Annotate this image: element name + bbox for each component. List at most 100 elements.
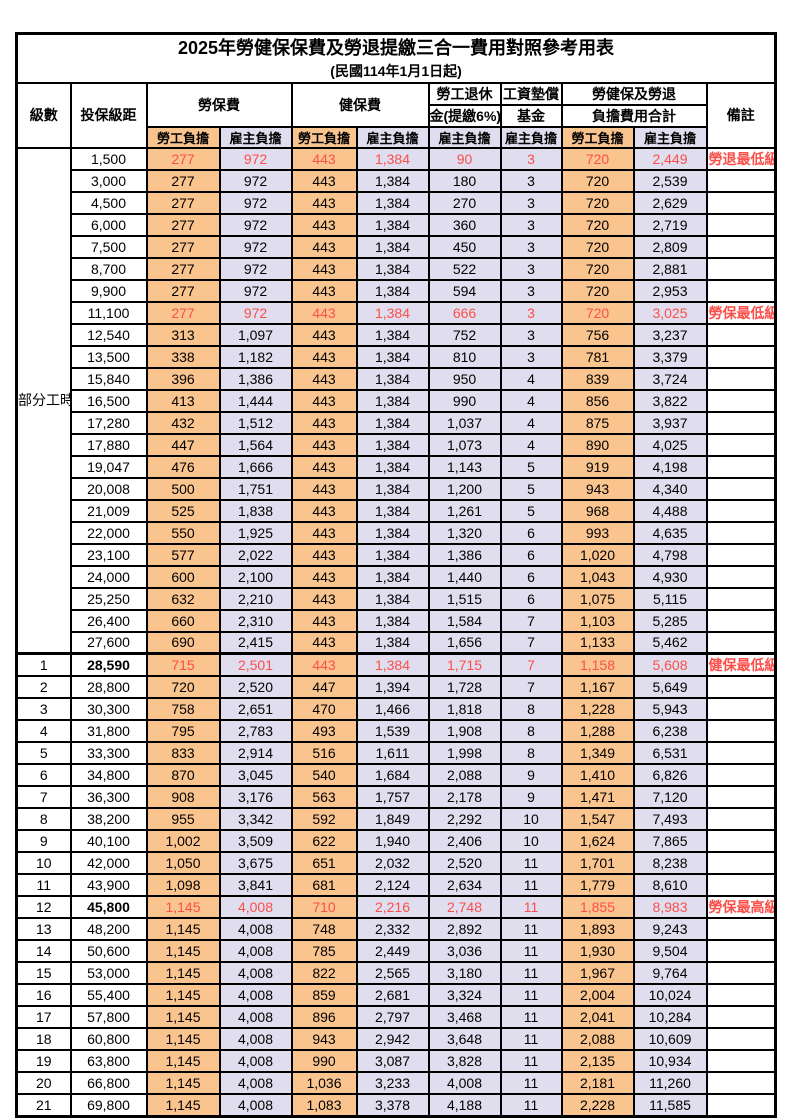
value-cell: 277	[145, 190, 221, 215]
remark-cell	[705, 608, 777, 633]
remark-cell	[705, 410, 777, 435]
value-cell: 8,238	[632, 851, 708, 875]
value-cell: 277	[145, 168, 221, 193]
remark-cell	[705, 1071, 777, 1095]
value-cell: 4,008	[218, 1071, 293, 1095]
value-cell: 8,610	[632, 873, 708, 897]
value-cell: 972	[218, 256, 293, 281]
value-cell: 972	[218, 146, 293, 171]
fee-comparison-table: 2025年勞健保保費及勞退提繳三合一費用對照參考用表 (民國114年1月1日起)…	[15, 32, 778, 1118]
value-cell: 1,261	[427, 498, 502, 523]
value-cell: 660	[145, 608, 221, 633]
level-cell: 11	[15, 873, 72, 897]
value-cell: 2,501	[218, 652, 293, 677]
value-cell: 9	[499, 785, 563, 809]
table-row: 23,100 577 2,022 443 1,384 1,386 6 1,020 4,798	[17, 542, 777, 567]
value-cell: 476	[145, 454, 221, 479]
remark-cell	[705, 675, 777, 699]
bracket-cell: 38,200	[69, 807, 148, 831]
value-cell: 180	[427, 168, 502, 193]
remark-cell	[705, 256, 777, 281]
value-cell: 2,719	[632, 212, 708, 237]
value-cell: 990	[427, 388, 502, 413]
value-cell: 1,893	[560, 917, 635, 941]
bracket-cell: 57,800	[69, 1005, 148, 1029]
remark-cell	[705, 763, 777, 787]
header-total-line2: 負擔費用合計	[560, 103, 708, 128]
value-cell: 1,384	[355, 146, 430, 171]
level-cell: 7	[15, 785, 72, 809]
value-cell: 781	[560, 344, 635, 369]
value-cell: 1,384	[355, 586, 430, 611]
bracket-cell: 63,800	[69, 1049, 148, 1073]
value-cell: 4,340	[632, 476, 708, 501]
value-cell: 1,145	[145, 917, 221, 941]
value-cell: 443	[290, 388, 358, 413]
value-cell: 3	[499, 190, 563, 215]
table-row: 3 30,300 758 2,651 470 1,466 1,818 8 1,228 5,943	[15, 697, 777, 721]
value-cell: 1,584	[427, 608, 502, 633]
remark-cell	[705, 168, 777, 193]
table-row: 22,000 550 1,925 443 1,384 1,320 6 993 4,635	[17, 520, 777, 545]
value-cell: 1,539	[355, 719, 430, 743]
value-cell: 4,008	[218, 1027, 293, 1051]
level-cell: 19	[15, 1049, 72, 1073]
value-cell: 7,493	[632, 807, 708, 831]
value-cell: 1,684	[355, 763, 430, 787]
level-cell: 13	[15, 917, 72, 941]
value-cell: 1,075	[560, 586, 635, 611]
table-row: 2 28,800 720 2,520 447 1,394 1,728 7 1,167 5,649	[15, 675, 777, 699]
value-cell: 443	[290, 608, 358, 633]
value-cell: 2,406	[427, 829, 502, 853]
value-cell: 5	[499, 454, 563, 479]
value-cell: 2,539	[632, 168, 708, 193]
value-cell: 3,509	[218, 829, 293, 853]
value-cell: 1,145	[145, 1005, 221, 1029]
value-cell: 1,624	[560, 829, 635, 853]
level-cell: 10	[15, 851, 72, 875]
value-cell: 4,008	[218, 1005, 293, 1029]
header-row-3: 勞工負擔 雇主負擔 勞工負擔 雇主負擔 雇主負擔 雇主負擔 勞工負擔 雇主負擔	[17, 125, 776, 149]
value-cell: 2,953	[632, 278, 708, 303]
value-cell: 277	[145, 300, 221, 325]
value-cell: 1,384	[355, 300, 430, 325]
value-cell: 4,008	[218, 939, 293, 963]
value-cell: 2,881	[632, 256, 708, 281]
value-cell: 3	[499, 322, 563, 347]
value-cell: 3,237	[632, 322, 708, 347]
remark-cell	[705, 476, 777, 501]
bracket-cell: 45,800	[69, 895, 148, 919]
value-cell: 972	[218, 190, 293, 215]
remark-cell	[705, 873, 777, 897]
value-cell: 1,384	[355, 630, 430, 655]
value-cell: 1,818	[427, 697, 502, 721]
value-cell: 563	[290, 785, 358, 809]
header-hi-employee: 勞工負擔	[290, 125, 358, 149]
header-labor-insurance: 勞保費	[145, 81, 293, 128]
value-cell: 2,681	[355, 983, 430, 1007]
remark-cell	[705, 454, 777, 479]
value-cell: 313	[145, 322, 221, 347]
value-cell: 2,520	[218, 675, 293, 699]
remark-cell	[705, 366, 777, 391]
remark-cell	[705, 917, 777, 941]
header-total-employer: 雇主負擔	[632, 125, 708, 149]
bracket-cell: 17,880	[69, 432, 148, 457]
bracket-cell: 22,000	[69, 520, 148, 545]
header-wage-fund-line2: 基金	[499, 103, 563, 128]
table-body: 部分工時1,5002779724431,3849037202,449勞退最低級距…	[15, 146, 777, 1117]
value-cell: 839	[560, 366, 635, 391]
value-cell: 277	[145, 146, 221, 171]
value-cell: 833	[145, 741, 221, 765]
value-cell: 1,133	[560, 630, 635, 655]
table-row: 8,700 277 972 443 1,384 522 3 720 2,881	[17, 256, 777, 281]
table-row: 12 45,800 1,145 4,008 710 2,216 2,748 11 1,855 8,…	[15, 895, 777, 919]
level-cell: 1	[15, 652, 72, 677]
value-cell: 8,983	[632, 895, 708, 919]
value-cell: 5,285	[632, 608, 708, 633]
value-cell: 1,158	[560, 652, 635, 677]
value-cell: 2,088	[560, 1027, 635, 1051]
value-cell: 2,415	[218, 630, 293, 655]
table-row: 4,500 277 972 443 1,384 270 3 720 2,629	[17, 190, 777, 215]
